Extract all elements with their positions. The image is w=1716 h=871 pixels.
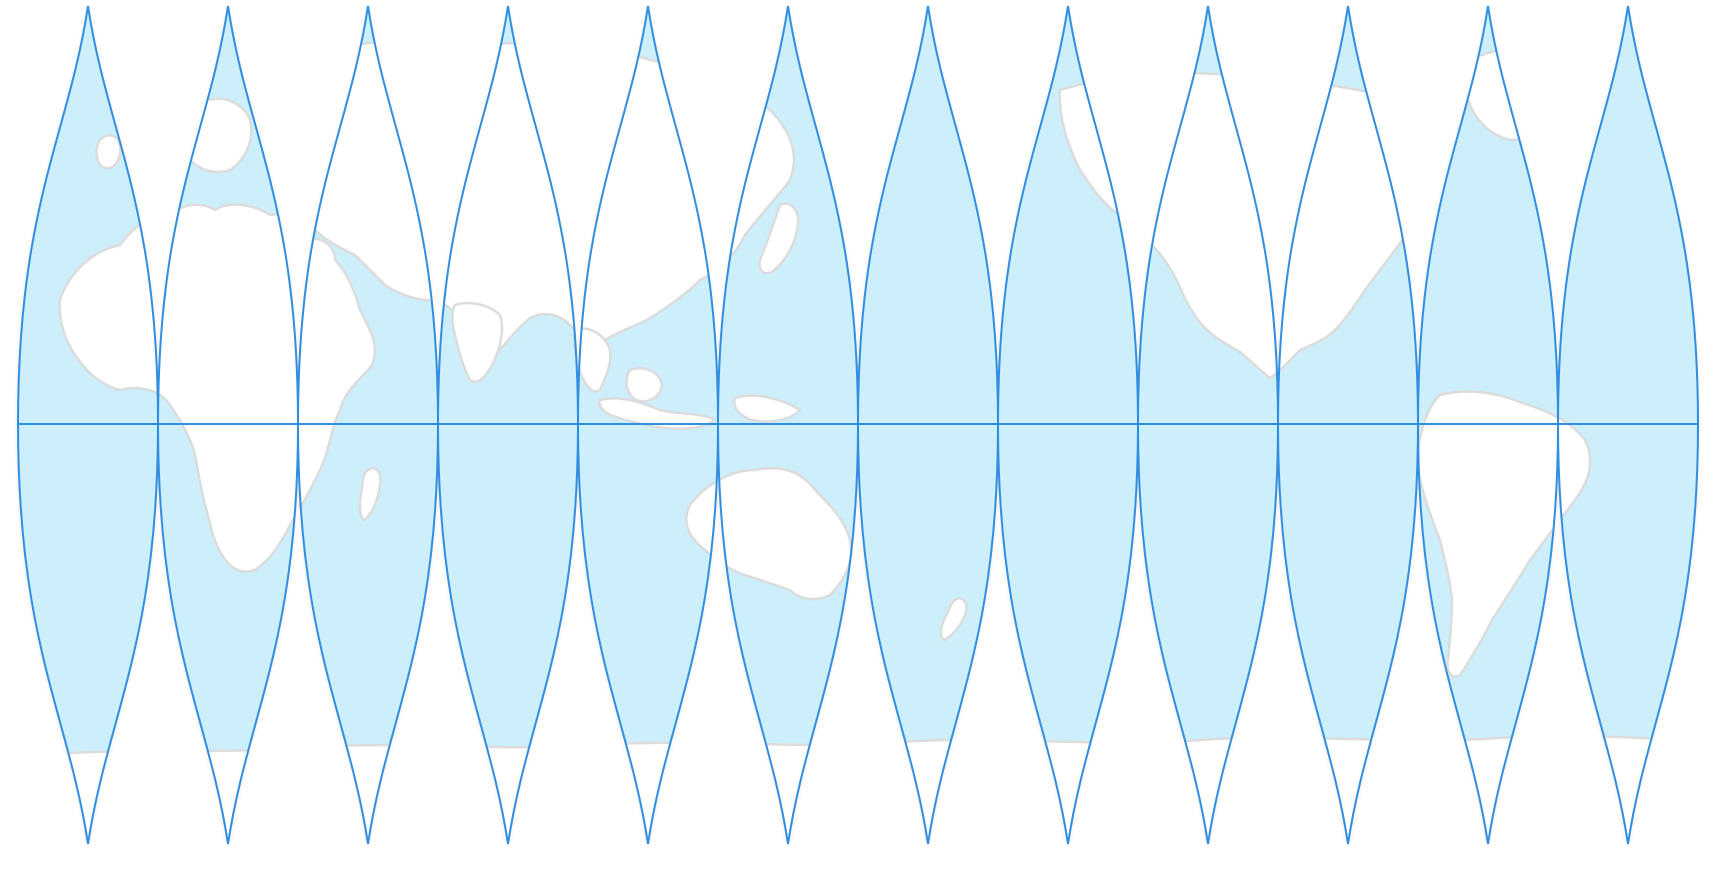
gore-outline-7 — [856, 5, 1000, 845]
gore-outline-6 — [716, 5, 860, 845]
gore-outline-9 — [1136, 5, 1280, 845]
land-europe-north — [152, 93, 253, 174]
land-madagascar — [358, 467, 382, 522]
gore-outline-2 — [156, 5, 300, 845]
gore-outlines — [16, 5, 1700, 845]
gore-outline-1 — [16, 5, 160, 845]
gore-outline-11 — [1416, 5, 1560, 845]
land-new-zealand — [939, 597, 968, 642]
land-new-guinea — [733, 394, 802, 423]
land-uk — [95, 134, 122, 170]
gore-outline-12 — [1556, 5, 1700, 845]
gore-outline-4 — [436, 5, 580, 845]
land-indian-subcontinent — [451, 301, 504, 383]
land-japan — [758, 202, 800, 275]
land-indonesia — [598, 397, 717, 430]
gore-outline-8 — [996, 5, 1140, 845]
gore-outline-5 — [576, 5, 720, 845]
gore-outline-10 — [1276, 5, 1420, 845]
gore-outline-3 — [296, 5, 440, 845]
land-borneo — [625, 367, 664, 403]
land-antarctica — [18, 734, 1698, 844]
